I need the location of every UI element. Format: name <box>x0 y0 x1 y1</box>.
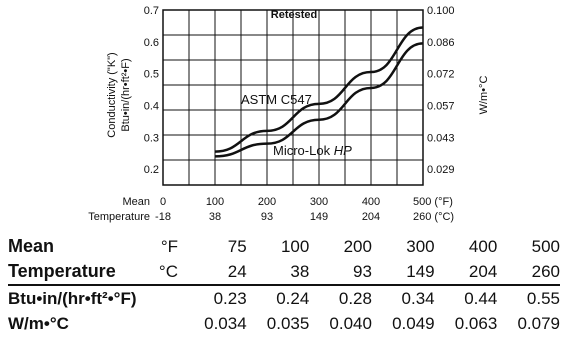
x-tick-celsius: 149 <box>310 211 328 223</box>
y-tick-right: 0.043 <box>427 132 455 144</box>
y-tick-left: 0.4 <box>144 100 159 112</box>
y-tick-right: 0.057 <box>427 100 455 112</box>
table-cell: 0.24 <box>246 284 310 311</box>
table-cell: 0.049 <box>392 313 435 333</box>
table-row-label: Temperature <box>8 261 116 281</box>
table-cell: 0.035 <box>266 313 310 333</box>
y-ticks-left: 0.7 0.6 0.5 0.4 0.3 0.2 <box>144 5 159 176</box>
x-tick-celsius: -18 <box>155 211 171 223</box>
y-tick-left: 0.2 <box>144 164 159 176</box>
series-lines <box>214 26 424 158</box>
table-cell: 38 <box>290 261 310 281</box>
conductivity-table: Mean °F 75 100 200 300 400 500 Temperature °C 24 38… <box>8 234 560 336</box>
table-cell: 0.23 <box>184 284 247 311</box>
x-axis-label-line1: Mean <box>122 196 150 208</box>
y-axis-label-right: W/m•°C <box>478 76 490 115</box>
chart-title: Retested <box>271 9 317 21</box>
table-row-label: Btu•in/(hr•ft²•°F) <box>8 284 184 311</box>
y-tick-right: 0.029 <box>427 164 455 176</box>
y-tick-left: 0.6 <box>144 37 159 49</box>
table-cell: 500 <box>531 236 560 256</box>
y-axis-label-line1: Conductivity ("K") <box>106 52 118 137</box>
x-tick-fahrenheit: 300 <box>310 196 328 208</box>
table-row-label: W/m•°C <box>8 313 69 333</box>
x-tick-celsius: 93 <box>261 211 273 223</box>
y-tick-left: 0.3 <box>144 132 159 144</box>
table-cell: 0.063 <box>454 313 498 333</box>
table-cell: 0.44 <box>434 284 498 311</box>
y-tick-right: 0.072 <box>427 69 455 81</box>
y-ticks-right: 0.100 0.086 0.072 0.057 0.043 0.029 <box>427 5 455 176</box>
series-label-microlok-text: Micro-Lok <box>273 143 334 158</box>
series-label-astm: ASTM C547 <box>241 92 312 107</box>
table-cell: 0.55 <box>497 284 560 311</box>
x-axis-label-line2: Temperature <box>88 211 150 223</box>
table-row-unit: °C <box>158 261 178 281</box>
x-ticks-fahrenheit: 0 100 200 300 400 500 (°F) <box>160 196 453 208</box>
table-row-label: Mean <box>8 236 55 256</box>
x-tick-fahrenheit: 100 <box>206 196 224 208</box>
series-line-astm-c547 <box>214 26 424 153</box>
table-cell: 300 <box>406 236 435 256</box>
table-cell: 0.28 <box>309 284 372 311</box>
y-tick-right: 0.100 <box>427 5 455 17</box>
table-cell: 0.079 <box>517 313 560 333</box>
series-label-microlok-italic: HP <box>334 143 352 158</box>
y-tick-left: 0.7 <box>144 5 159 17</box>
table-cell: 0.34 <box>371 284 435 311</box>
x-tick-celsius: 204 <box>362 211 380 223</box>
x-tick-celsius: 260 (°C) <box>413 211 454 223</box>
y-tick-right: 0.086 <box>427 37 455 49</box>
table-cell: 204 <box>468 261 498 281</box>
chart-grid <box>163 10 423 185</box>
conductivity-chart: Retested 0.70.60.50.40.30.2 0.1000.0860.… <box>88 5 490 223</box>
table-cell: 260 <box>531 261 560 281</box>
table-cell: 0.034 <box>204 313 247 333</box>
table-cell: 0.040 <box>329 313 372 333</box>
table-row: Mean °F 75 100 200 300 400 500 <box>8 234 560 259</box>
table-cell: 149 <box>406 261 435 281</box>
y-tick-left: 0.5 <box>144 69 159 81</box>
y-axis-label-line2: Btu•in/(hr•ft²•F) <box>120 58 132 131</box>
table-row: Temperature °C 24 38 93 149 204 260 <box>8 259 560 285</box>
table-row: Btu•in/(hr•ft²•°F) 0.23 0.24 0.28 0.34 0.44 0.… <box>8 284 560 311</box>
table-cell: 400 <box>468 236 498 256</box>
x-tick-fahrenheit: 200 <box>258 196 276 208</box>
table-row-unit: °F <box>160 236 178 256</box>
table-body: Mean °F 75 100 200 300 400 500 Temperature °C 24 38… <box>8 234 560 336</box>
table-cell: 200 <box>343 236 372 256</box>
series-label-microlok: Micro-Lok HP <box>273 143 352 158</box>
table-cell: 24 <box>227 261 247 281</box>
series-line-micro-lok-hp <box>214 42 424 158</box>
x-ticks-celsius: -18 38 93 149 204 260 (°C) <box>155 211 454 223</box>
table-cell: 93 <box>353 261 372 281</box>
plot-frame <box>162 9 424 186</box>
x-tick-fahrenheit: 0 <box>160 196 166 208</box>
table-cell: 100 <box>280 236 310 256</box>
table-cell: 75 <box>227 236 247 256</box>
x-tick-fahrenheit: 500 (°F) <box>413 196 453 208</box>
x-tick-fahrenheit: 400 <box>362 196 380 208</box>
x-tick-celsius: 38 <box>209 211 221 223</box>
table-row: W/m•°C 0.034 0.035 0.040 0.049 0.063 0.079 <box>8 311 560 336</box>
